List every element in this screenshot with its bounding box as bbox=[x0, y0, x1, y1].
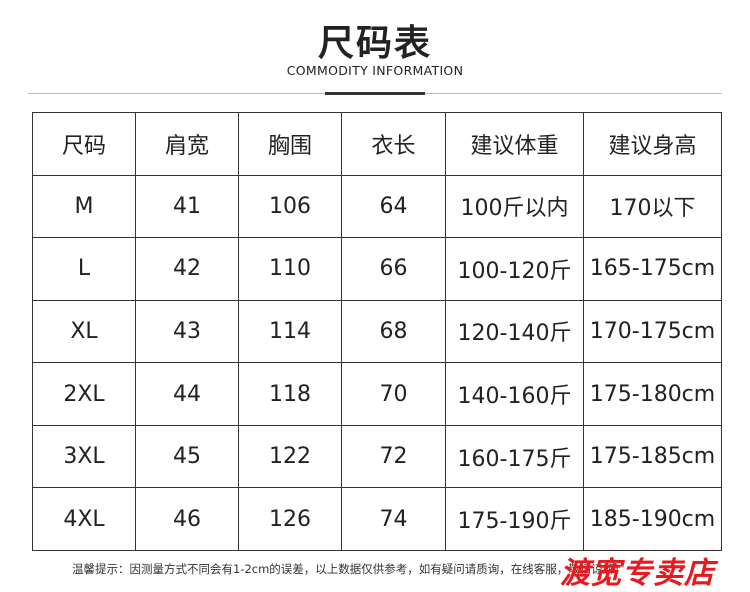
cell: 106 bbox=[238, 174, 342, 239]
cell: 160-175斤 bbox=[445, 424, 584, 489]
row: M 41 106 64 100斤以内 170以下 bbox=[32, 174, 722, 239]
cell: 43 bbox=[135, 299, 239, 364]
cell: L bbox=[32, 237, 136, 301]
row: 3XL 45 122 72 160-175斤 175-185cm bbox=[32, 424, 722, 489]
footer-note: 温馨提示：因测量方式不同会有1-2cm的误差，以上数据仅供参考，如有疑问请质询，… bbox=[72, 562, 626, 576]
header-row: 尺码 肩宽 胸围 衣长 建议体重 建议身高 bbox=[32, 112, 722, 176]
cell: 170以下 bbox=[583, 174, 722, 239]
cell: 100-120斤 bbox=[445, 237, 584, 301]
cell: 41 bbox=[135, 174, 239, 239]
cell: 肩宽 bbox=[135, 112, 239, 176]
cell: 胸围 bbox=[238, 112, 342, 176]
cell: 68 bbox=[341, 299, 446, 364]
title: 尺码表 bbox=[317, 23, 432, 64]
cell: 42 bbox=[135, 237, 239, 301]
cell: XL bbox=[32, 299, 136, 364]
subtitle: COMMODITY INFORMATION bbox=[286, 63, 464, 78]
divider-accent bbox=[325, 92, 425, 95]
cell: 175-180cm bbox=[583, 362, 722, 426]
size-table: 尺码 肩宽 胸围 衣长 建议体重 建议身高 M 41 106 64 100斤以内 170以下 L 42 11… bbox=[32, 112, 722, 551]
row: XL 43 114 68 120-140斤 170-175cm bbox=[32, 299, 722, 364]
cell: 45 bbox=[135, 424, 239, 489]
cell: 114 bbox=[238, 299, 342, 364]
cell: 建议身高 bbox=[583, 112, 722, 176]
cell: 175-185cm bbox=[583, 424, 722, 489]
cell: 110 bbox=[238, 237, 342, 301]
cell: 120-140斤 bbox=[445, 299, 584, 364]
cell: 44 bbox=[135, 362, 239, 426]
watermark: 渡宽专卖店 bbox=[560, 556, 715, 591]
cell: 4XL bbox=[32, 487, 136, 551]
cell: 46 bbox=[135, 487, 239, 551]
cell: 建议体重 bbox=[445, 112, 584, 176]
cell: 72 bbox=[341, 424, 446, 489]
cell: 100斤以内 bbox=[445, 174, 584, 239]
cell: 122 bbox=[238, 424, 342, 489]
cell: 3XL bbox=[32, 424, 136, 489]
cell: 126 bbox=[238, 487, 342, 551]
cell: 175-190斤 bbox=[445, 487, 584, 551]
cell: 118 bbox=[238, 362, 342, 426]
cell: 66 bbox=[341, 237, 446, 301]
cell: M bbox=[32, 174, 136, 239]
cell: 70 bbox=[341, 362, 446, 426]
cell: 2XL bbox=[32, 362, 136, 426]
cell: 74 bbox=[341, 487, 446, 551]
row: L 42 110 66 100-120斤 165-175cm bbox=[32, 237, 722, 301]
cell: 170-175cm bbox=[583, 299, 722, 364]
row: 4XL 46 126 74 175-190斤 185-190cm bbox=[32, 487, 722, 551]
cell: 140-160斤 bbox=[445, 362, 584, 426]
cell: 185-190cm bbox=[583, 487, 722, 551]
cell: 衣长 bbox=[341, 112, 446, 176]
cell: 165-175cm bbox=[583, 237, 722, 301]
cell: 尺码 bbox=[32, 112, 136, 176]
cell: 64 bbox=[341, 174, 446, 239]
row: 2XL 44 118 70 140-160斤 175-180cm bbox=[32, 362, 722, 426]
